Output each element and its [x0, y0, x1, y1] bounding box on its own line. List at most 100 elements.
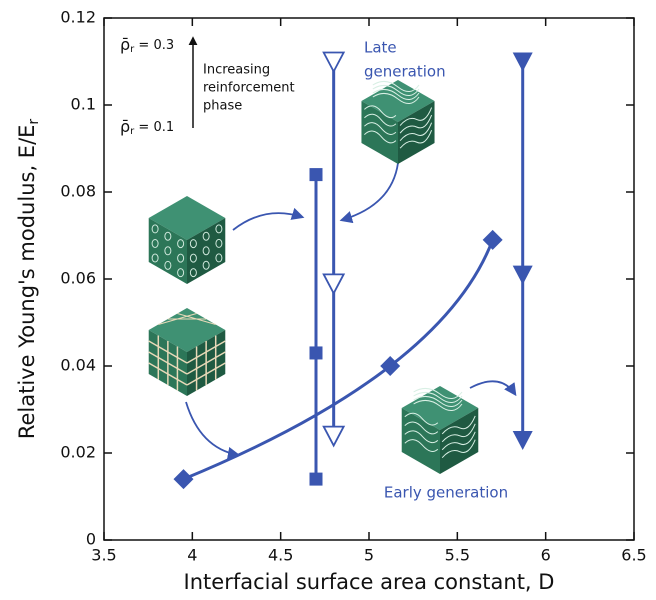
open-triangle-marker — [322, 273, 346, 296]
cube-surface — [404, 412, 439, 426]
cube-right — [440, 408, 479, 474]
x-tick-label: 6.5 — [621, 546, 646, 565]
cube-surface — [364, 122, 397, 135]
cube-pore — [151, 253, 159, 263]
x-tick-label: 5 — [364, 546, 374, 565]
x-axis-title: Interfacial surface area constant, D — [184, 570, 555, 594]
cube-pore — [215, 224, 223, 234]
cube-pore — [164, 246, 172, 256]
y-tick-label: 0.04 — [60, 356, 96, 375]
cube-surface — [413, 388, 463, 399]
diamond-marker — [380, 356, 401, 376]
square-marker — [309, 168, 323, 182]
cube-strut — [148, 362, 188, 386]
cube-surface — [404, 421, 439, 435]
rho-low: ρ̄r = 0.1 — [120, 117, 174, 138]
cube-surface — [364, 130, 397, 144]
y-tick-label: 0.08 — [60, 182, 96, 201]
x-tick-label: 4 — [187, 546, 197, 565]
cube-pore — [151, 238, 159, 248]
arrow — [232, 207, 305, 231]
triangle-marker — [512, 52, 533, 72]
y-tick-label: 0 — [86, 530, 96, 549]
rho-symbol: ρ̄ — [120, 35, 130, 54]
cube-surface — [372, 85, 420, 96]
y-axis-title-main: Relative Young's modulus, E/E — [15, 125, 39, 440]
cube-pore — [151, 224, 159, 234]
cube-right — [187, 218, 226, 284]
cube-pore — [215, 238, 223, 248]
rho-value: = 0.3 — [134, 38, 174, 53]
cube — [401, 386, 479, 474]
cube-surface — [413, 392, 463, 403]
cube-pore — [164, 231, 172, 241]
cube-pore — [202, 260, 210, 270]
cube-surface — [404, 439, 439, 452]
y-tick-label: 0.12 — [60, 8, 96, 27]
cube-left — [148, 218, 187, 284]
cube-surface — [364, 113, 397, 127]
cube-surface — [441, 431, 476, 451]
cube-surface — [372, 89, 420, 100]
cube-pore — [202, 246, 210, 256]
cube-strut — [186, 362, 226, 386]
y-axis-title-sub: r — [26, 119, 42, 125]
reinforcement-label: phase — [203, 99, 242, 114]
cube-surface — [372, 81, 420, 92]
cube-top — [361, 80, 435, 122]
y-tick-label: 0.1 — [71, 95, 96, 114]
cube-top — [401, 386, 479, 430]
cube-pore — [189, 268, 197, 278]
rho-sub: r — [130, 44, 135, 55]
cube-surface — [399, 130, 433, 149]
square-marker — [309, 346, 323, 360]
cube-surface — [441, 423, 476, 443]
cube — [148, 308, 226, 396]
cube-surface — [413, 396, 463, 407]
cube-surface — [399, 114, 433, 134]
arrows — [185, 162, 517, 460]
cube-pore — [177, 268, 185, 278]
cube-surface — [372, 93, 420, 104]
rho-high: ρ̄r = 0.3 — [120, 35, 174, 56]
diamond-marker — [173, 469, 194, 490]
open-triangle-marker — [322, 51, 346, 74]
cube-surface — [441, 415, 476, 435]
y-axis-title: Relative Young's modulus, E/Er — [15, 119, 42, 440]
cube-surface — [399, 107, 433, 126]
cube-left — [361, 101, 398, 164]
cube-surface — [399, 122, 433, 142]
rho-symbol: ρ̄ — [120, 117, 130, 136]
square-marker — [309, 472, 323, 486]
cube — [361, 80, 435, 164]
early-label: Early generation — [384, 484, 508, 502]
late-label: generation — [364, 63, 446, 81]
late-label: Late — [364, 39, 397, 57]
cube-surface — [404, 430, 439, 444]
cube-strut — [186, 351, 226, 375]
cube-surface — [364, 105, 397, 119]
arrow — [185, 401, 241, 460]
y-tick-label: 0.02 — [60, 443, 96, 462]
reinforcement-label: reinforcement — [203, 81, 295, 96]
cube-surface — [413, 400, 463, 411]
cube-pore — [177, 253, 185, 263]
open-triangle-marker — [322, 425, 346, 448]
cube-strut — [177, 313, 216, 325]
cube-right — [398, 101, 435, 164]
arrow — [469, 380, 517, 397]
y-tick-label: 0.06 — [60, 269, 96, 288]
cube-surface — [441, 439, 476, 459]
cube-pore — [164, 260, 172, 270]
cube — [148, 196, 226, 284]
illustrations — [148, 80, 479, 474]
rho-sub: r — [130, 126, 135, 137]
triangle-marker — [512, 265, 533, 285]
cube-pore — [202, 231, 210, 241]
reinforcement-label: Increasing — [203, 63, 270, 78]
x-tick-label: 3.5 — [91, 546, 116, 565]
rho-value: = 0.1 — [134, 120, 174, 135]
cube-pore — [177, 239, 185, 249]
cube-pore — [189, 239, 197, 249]
